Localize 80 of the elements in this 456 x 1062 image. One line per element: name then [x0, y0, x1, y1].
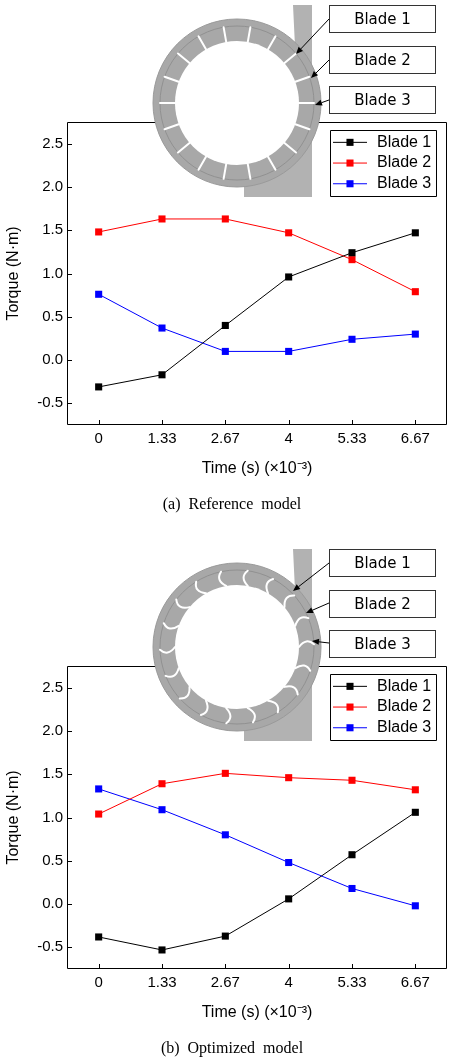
- point: [221, 831, 229, 839]
- x-tick-label: 4: [284, 429, 293, 447]
- y-tick-label: 1.0: [42, 807, 63, 825]
- y-tick-label: -0.5: [37, 393, 63, 411]
- point: [285, 774, 293, 782]
- point: [285, 858, 293, 867]
- text: Blade 2: [354, 50, 411, 69]
- point: [348, 776, 356, 784]
- point: [411, 288, 419, 296]
- text: (a) Reference model: [162, 495, 302, 512]
- y-axis-title: Torque (N·m): [4, 226, 22, 321]
- point: [285, 347, 293, 355]
- point: [95, 785, 103, 793]
- point: [158, 324, 166, 332]
- point: [95, 810, 103, 818]
- legend-label: Blade 1: [377, 132, 432, 150]
- point: [221, 347, 229, 355]
- x-tick-label: 6.67: [400, 973, 430, 991]
- y-tick-label: 0.5: [42, 850, 63, 868]
- y-tick-label: 0.0: [42, 350, 63, 368]
- point: [348, 256, 356, 264]
- x-tick-label: 5.33: [337, 973, 367, 991]
- y-axis-title: Torque (N·m): [4, 770, 22, 865]
- y-tick-label: 1.0: [42, 263, 63, 281]
- x-tick-label: 1.33: [147, 429, 177, 447]
- point: [221, 932, 229, 940]
- text: Blade 3: [354, 91, 411, 109]
- point: [158, 371, 166, 379]
- text: (b) Optimized model: [160, 1039, 304, 1056]
- point: [221, 321, 229, 329]
- x-axis-title: Time (s) (×10⁻³): [201, 1002, 313, 1020]
- x-tick-label: 2.67: [210, 429, 240, 447]
- x-tick-label: 1.33: [147, 973, 177, 991]
- text: Blade 1: [354, 10, 411, 28]
- x-tick-label: 6.67: [400, 429, 430, 447]
- y-tick-label: 1.5: [42, 764, 63, 782]
- text: Blade 1: [354, 554, 411, 572]
- point: [95, 383, 103, 391]
- point: [221, 769, 229, 777]
- x-tick-label: 0: [94, 973, 103, 991]
- y-tick-label: 2.5: [42, 133, 63, 151]
- y-tick-label: 0.0: [42, 894, 63, 912]
- point: [411, 902, 419, 910]
- point: [95, 228, 103, 236]
- y-tick-label: 1.5: [42, 220, 63, 238]
- point: [158, 780, 166, 788]
- point: [158, 215, 166, 223]
- text: Blade 2: [354, 594, 411, 613]
- legend-label: Blade 2: [377, 697, 432, 715]
- point: [411, 330, 419, 338]
- point: [158, 806, 166, 814]
- y-tick-label: -0.5: [37, 937, 63, 955]
- text: Blade 3: [354, 635, 411, 653]
- y-tick-label: 0.5: [42, 306, 63, 324]
- x-tick-label: 0: [94, 429, 103, 447]
- point: [221, 215, 229, 223]
- x-tick-label: 2.67: [210, 973, 240, 991]
- legend-label: Blade 2: [377, 153, 432, 171]
- legend-label: Blade 3: [377, 174, 432, 192]
- legend-label: Blade 3: [377, 718, 432, 736]
- y-tick-label: 2.0: [42, 721, 63, 739]
- point: [95, 933, 103, 941]
- legend-label: Blade 1: [377, 676, 432, 694]
- point: [285, 895, 293, 903]
- point: [411, 808, 419, 816]
- point: [158, 946, 166, 954]
- x-tick-label: 4: [284, 973, 293, 991]
- y-tick-label: 2.0: [42, 177, 63, 195]
- point: [411, 786, 419, 794]
- y-tick-label: 2.5: [42, 677, 63, 695]
- point: [348, 249, 356, 257]
- x-axis-title: Time (s) (×10⁻³): [201, 458, 313, 476]
- point: [285, 273, 293, 281]
- point: [348, 335, 356, 343]
- point: [348, 851, 356, 859]
- point: [285, 229, 293, 237]
- point: [95, 290, 103, 298]
- x-tick-label: 5.33: [337, 429, 367, 447]
- point: [348, 884, 356, 893]
- point: [411, 229, 419, 237]
